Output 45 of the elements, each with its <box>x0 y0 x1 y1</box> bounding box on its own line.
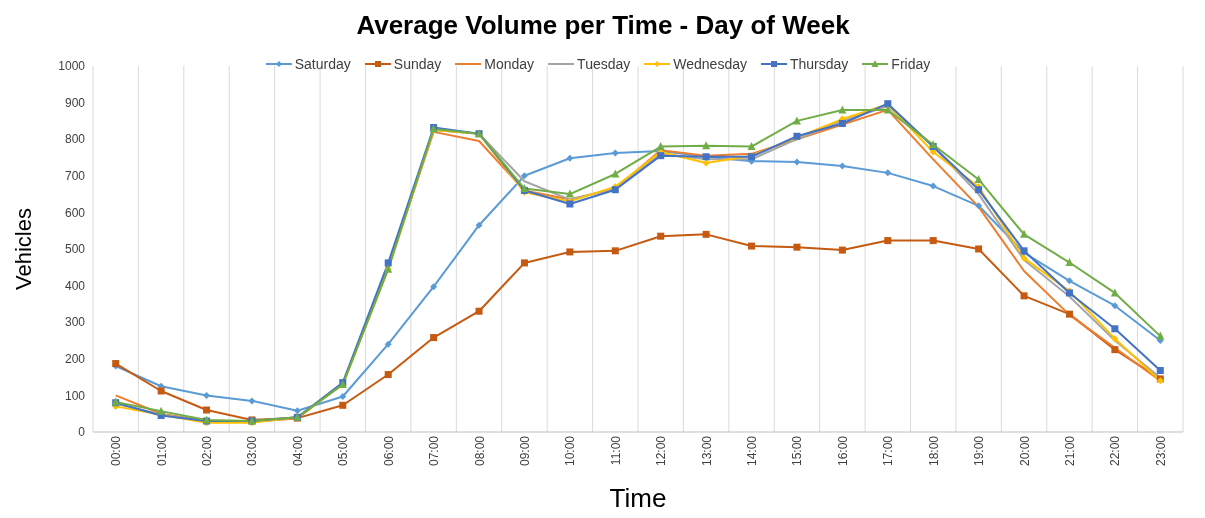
y-tick-label: 0 <box>78 425 86 440</box>
legend-label: Wednesday <box>672 56 747 72</box>
x-tick-label: 12:00 <box>654 435 669 467</box>
x-tick-label: 04:00 <box>290 435 305 467</box>
x-tick-label: 02:00 <box>200 435 215 467</box>
legend-label: Monday <box>483 56 535 72</box>
y-tick-label: 800 <box>64 132 86 147</box>
x-tick-label: 17:00 <box>881 435 896 467</box>
y-tick-label: 1000 <box>58 59 86 74</box>
x-tick-label: 13:00 <box>699 435 714 467</box>
x-tick-label: 01:00 <box>154 435 169 467</box>
legend-label: Sunday <box>392 56 442 72</box>
chart-title: Average Volume per Time - Day of Week <box>355 9 851 42</box>
x-tick-label: 21:00 <box>1062 435 1077 467</box>
y-tick-label: 600 <box>64 205 86 220</box>
x-tick-label: 03:00 <box>245 435 260 467</box>
x-tick-label: 09:00 <box>517 435 532 467</box>
x-tick-label: 20:00 <box>1017 435 1032 467</box>
y-tick-label: 100 <box>64 388 86 403</box>
x-tick-label: 22:00 <box>1108 435 1123 467</box>
x-tick-label: 06:00 <box>381 435 396 467</box>
x-tick-label: 07:00 <box>427 435 442 467</box>
x-tick-label: 00:00 <box>109 435 124 467</box>
y-tick-label: 300 <box>64 315 86 330</box>
x-tick-label: 18:00 <box>926 435 941 467</box>
y-tick-label: 200 <box>64 352 86 367</box>
x-tick-label: 05:00 <box>336 435 351 467</box>
y-axis-title: Vehicles <box>10 208 36 290</box>
x-tick-label: 16:00 <box>835 435 850 467</box>
x-axis-title: Time <box>609 483 667 513</box>
x-tick-label: 14:00 <box>745 435 760 467</box>
y-tick-label: 700 <box>64 169 86 184</box>
x-tick-label: 23:00 <box>1153 435 1168 467</box>
y-tick-label: 400 <box>64 278 86 293</box>
y-tick-label: 500 <box>64 242 86 257</box>
y-tick-label: 900 <box>64 95 86 110</box>
legend-label: Friday <box>890 56 931 72</box>
x-tick-label: 15:00 <box>790 435 805 467</box>
legend-label: Thursday <box>788 56 849 72</box>
x-tick-label: 10:00 <box>563 435 578 467</box>
x-tick-label: 19:00 <box>972 435 987 467</box>
x-tick-label: 11:00 <box>608 435 623 466</box>
x-tick-label: 08:00 <box>472 435 487 467</box>
legend-label: Saturday <box>293 56 351 72</box>
legend-label: Tuesday <box>576 56 631 72</box>
